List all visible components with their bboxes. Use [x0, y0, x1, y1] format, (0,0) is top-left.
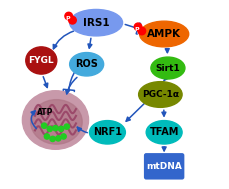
Circle shape [53, 125, 58, 131]
Circle shape [65, 12, 72, 20]
Ellipse shape [26, 47, 57, 74]
Text: AMPK: AMPK [147, 29, 180, 39]
Ellipse shape [69, 9, 122, 36]
Circle shape [47, 126, 52, 132]
Ellipse shape [138, 82, 181, 107]
Ellipse shape [89, 121, 125, 144]
Circle shape [134, 23, 141, 31]
Text: IRS1: IRS1 [82, 18, 109, 28]
Circle shape [55, 136, 61, 141]
Text: PGC-1α: PGC-1α [141, 90, 178, 99]
Circle shape [50, 136, 55, 142]
Circle shape [58, 126, 63, 132]
Text: NRF1: NRF1 [93, 127, 121, 137]
FancyBboxPatch shape [143, 153, 184, 180]
Ellipse shape [30, 100, 82, 144]
Ellipse shape [139, 21, 188, 47]
Circle shape [68, 16, 76, 24]
Circle shape [41, 123, 46, 128]
Text: ATP: ATP [37, 108, 53, 117]
Ellipse shape [22, 91, 88, 149]
Text: TFAM: TFAM [149, 127, 178, 137]
Circle shape [137, 27, 145, 35]
Text: P: P [65, 16, 69, 21]
Circle shape [64, 124, 69, 129]
Text: mtDNA: mtDNA [146, 162, 181, 171]
Text: Sirt1: Sirt1 [155, 64, 180, 73]
Text: FYGL: FYGL [28, 56, 54, 65]
Text: P: P [134, 27, 138, 32]
Ellipse shape [69, 53, 103, 76]
Circle shape [61, 134, 66, 139]
Text: ROS: ROS [75, 59, 98, 69]
Ellipse shape [146, 121, 181, 144]
Circle shape [44, 134, 49, 139]
Ellipse shape [150, 57, 184, 79]
